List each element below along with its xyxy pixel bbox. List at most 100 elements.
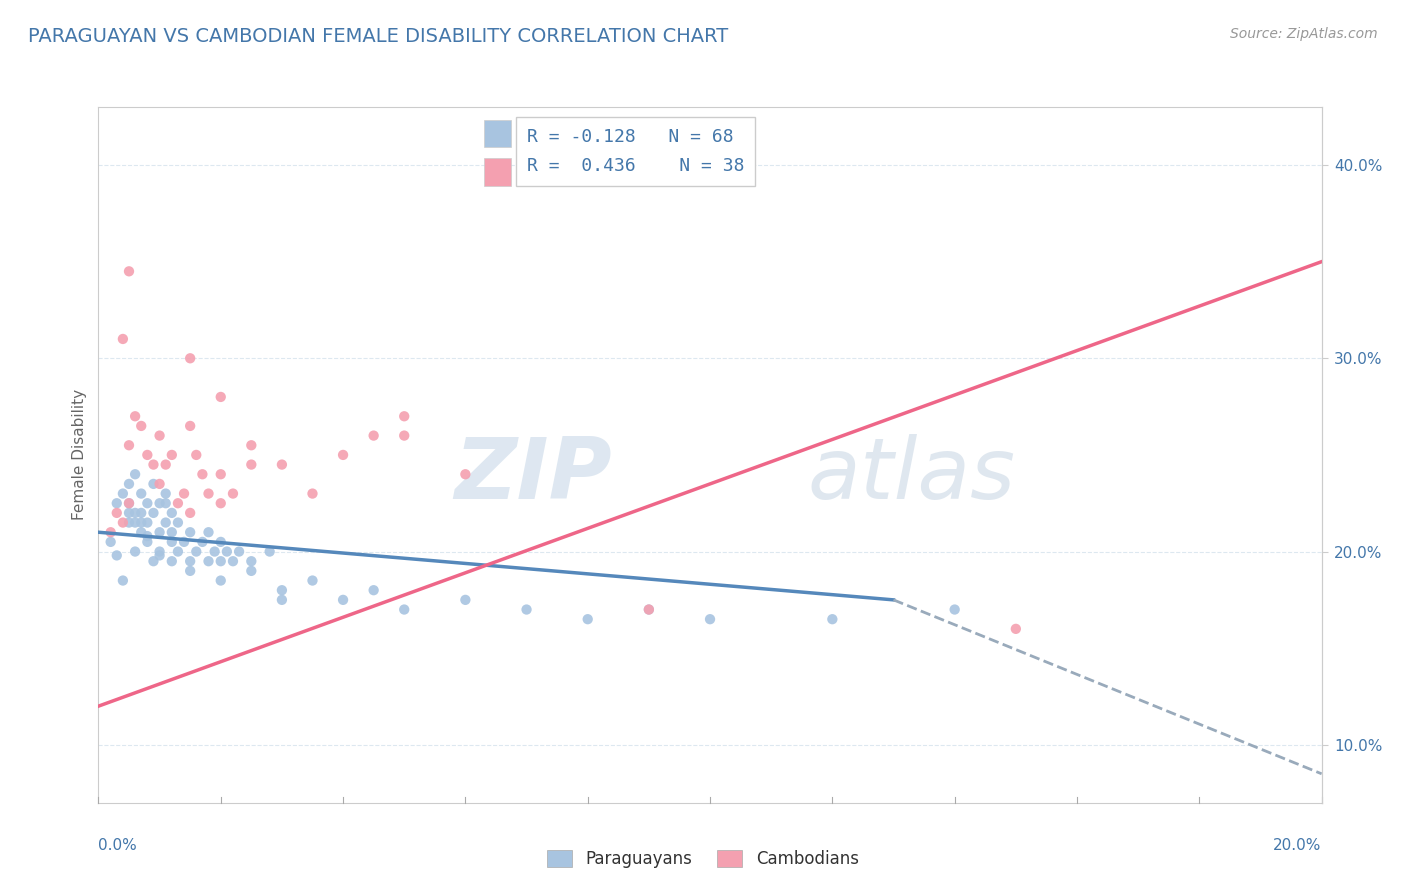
Point <box>197 525 219 540</box>
Point <box>301 574 323 588</box>
Point <box>222 554 245 568</box>
Point <box>240 564 263 578</box>
Point <box>943 602 966 616</box>
Point <box>392 409 416 424</box>
Point <box>136 516 159 530</box>
Point <box>197 554 219 568</box>
Point <box>124 467 146 482</box>
Point <box>454 592 477 607</box>
Point <box>392 602 416 616</box>
Point <box>454 467 477 482</box>
Point <box>392 428 416 442</box>
Point <box>149 476 172 491</box>
Point <box>124 544 146 558</box>
Point <box>197 486 219 500</box>
Text: ZIP: ZIP <box>454 434 612 517</box>
Point <box>209 496 232 510</box>
Point <box>100 535 122 549</box>
Point <box>179 525 201 540</box>
Point <box>209 467 232 482</box>
Point <box>167 544 190 558</box>
Point <box>179 419 201 434</box>
Point <box>149 544 172 558</box>
Point <box>259 544 281 558</box>
Point <box>111 332 134 346</box>
Point <box>301 486 323 500</box>
Point <box>124 516 146 530</box>
Point <box>124 409 146 424</box>
Point <box>160 525 183 540</box>
Point <box>160 448 183 462</box>
Point <box>270 458 294 472</box>
Point <box>1004 622 1026 636</box>
Point <box>240 458 263 472</box>
Point <box>129 486 152 500</box>
Point <box>173 535 195 549</box>
Point <box>136 529 159 543</box>
Text: PARAGUAYAN VS CAMBODIAN FEMALE DISABILITY CORRELATION CHART: PARAGUAYAN VS CAMBODIAN FEMALE DISABILIT… <box>28 27 728 45</box>
Point <box>240 554 263 568</box>
Point <box>136 535 159 549</box>
Text: 0.0%: 0.0% <box>98 838 138 853</box>
Point <box>155 486 177 500</box>
Text: 20.0%: 20.0% <box>1274 838 1322 853</box>
Point <box>142 458 165 472</box>
Point <box>129 506 152 520</box>
Point <box>191 535 214 549</box>
Point <box>332 592 354 607</box>
Point <box>167 496 190 510</box>
Point <box>363 428 385 442</box>
Point <box>142 506 165 520</box>
Point <box>179 564 201 578</box>
Point <box>209 554 232 568</box>
Point <box>118 516 141 530</box>
Point <box>173 486 195 500</box>
Point <box>118 476 141 491</box>
Point <box>638 602 661 616</box>
Point <box>142 554 165 568</box>
Point <box>240 438 263 452</box>
Point <box>118 506 141 520</box>
Point <box>209 535 232 549</box>
Point <box>186 544 208 558</box>
Point <box>155 516 177 530</box>
Point <box>270 583 294 598</box>
Point <box>179 506 201 520</box>
Point <box>129 516 152 530</box>
Point <box>160 554 183 568</box>
Point <box>100 525 122 540</box>
Point <box>821 612 844 626</box>
Point <box>105 549 128 563</box>
Point <box>129 419 152 434</box>
Point <box>699 612 721 626</box>
Y-axis label: Female Disability: Female Disability <box>72 389 87 521</box>
Point <box>149 496 172 510</box>
Point <box>179 554 201 568</box>
Point <box>516 602 538 616</box>
Point <box>118 264 141 278</box>
Point <box>111 486 134 500</box>
Point <box>160 535 183 549</box>
Point <box>215 544 238 558</box>
Point <box>576 612 599 626</box>
Point <box>222 486 245 500</box>
Point <box>111 574 134 588</box>
Text: atlas: atlas <box>808 434 1017 517</box>
Point <box>191 467 214 482</box>
Point <box>118 496 141 510</box>
Point <box>111 516 134 530</box>
Point <box>160 506 183 520</box>
Point <box>155 496 177 510</box>
Point <box>129 525 152 540</box>
Point <box>638 602 661 616</box>
Point <box>149 525 172 540</box>
Legend: Paraguayans, Cambodians: Paraguayans, Cambodians <box>540 843 866 875</box>
Text: Source: ZipAtlas.com: Source: ZipAtlas.com <box>1230 27 1378 41</box>
Point <box>155 458 177 472</box>
Point <box>149 549 172 563</box>
Point <box>124 506 146 520</box>
Point <box>118 438 141 452</box>
Point <box>209 574 232 588</box>
Text: R = -0.128   N = 68
R =  0.436    N = 38: R = -0.128 N = 68 R = 0.436 N = 38 <box>526 128 744 175</box>
Point <box>105 496 128 510</box>
